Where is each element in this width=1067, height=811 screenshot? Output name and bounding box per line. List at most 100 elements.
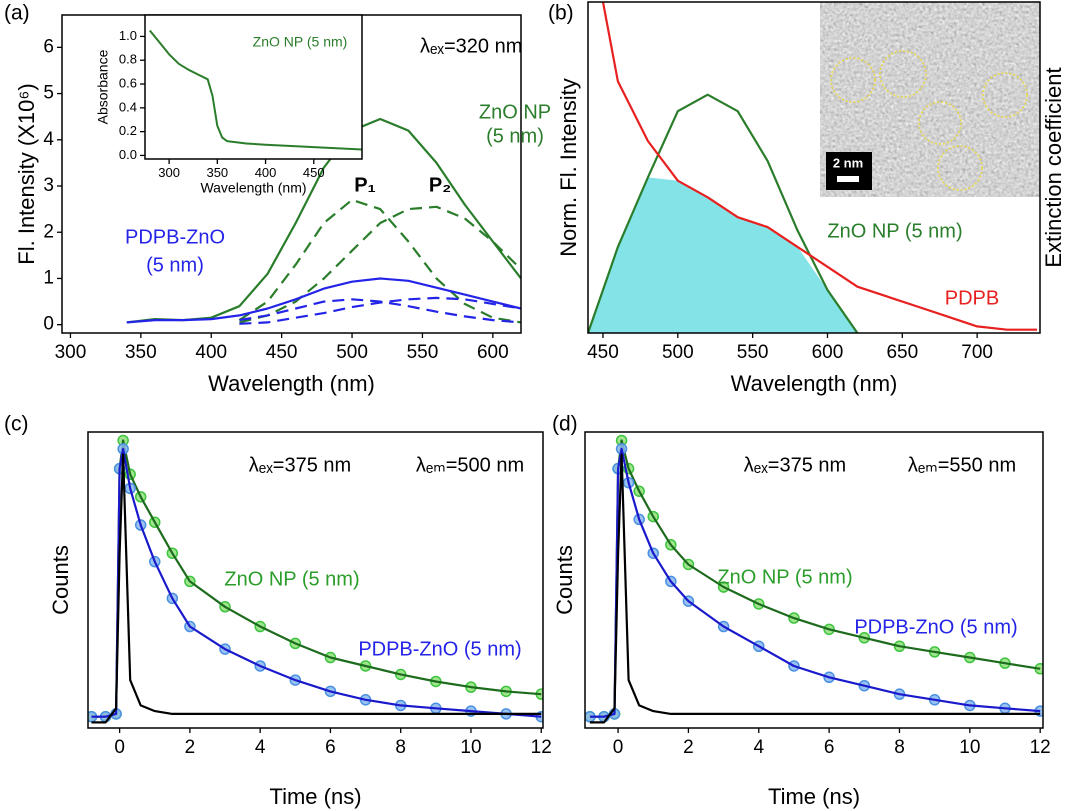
panel: 300 350 400 450 500 550 600 0 1 2 3 4 5 6 Wavelength (… xyxy=(14,14,522,396)
annotation: PDPB-ZnO (5 nm) xyxy=(854,616,1017,638)
x-tick-label: 12 xyxy=(531,737,552,758)
annotation: ZnO NP (5 nm) xyxy=(717,566,852,588)
plot-frame xyxy=(587,1,1041,334)
panel: 0 2 4 6 8 10 12 Time (ns) Counts xyxy=(48,431,552,809)
series-line xyxy=(588,93,859,333)
annotation: λₑₘ=550 nm xyxy=(908,454,1016,476)
y-tick-label: 1 xyxy=(43,267,54,288)
x-tick-label: 350 xyxy=(125,342,157,363)
y-tick-label: 0.8 xyxy=(119,52,137,67)
annotation: ZnO NP (5 nm) xyxy=(827,220,962,242)
annotation: ZnO NP (5 nm) xyxy=(253,34,348,50)
y-axis-label: Fl. Intensity (X10⁶) xyxy=(14,83,39,264)
annotation: ZnO NP (5 nm) xyxy=(224,568,359,590)
x-tick-label: 500 xyxy=(662,342,694,363)
annotation: PDPB-ZnO xyxy=(125,226,225,248)
x-tick-label: 0 xyxy=(114,737,125,758)
y-tick-label: 2 xyxy=(43,221,54,242)
series-line xyxy=(601,2,1037,331)
series-line xyxy=(589,447,1041,718)
x-tick-label: 650 xyxy=(886,342,918,363)
plot-area xyxy=(588,2,1037,333)
x-tick-label: 8 xyxy=(894,737,905,758)
annotation: P₂ xyxy=(429,174,451,196)
x-tick-label: 450 xyxy=(303,165,325,180)
y-tick-label: 0.6 xyxy=(119,75,137,90)
annotation: (5 nm) xyxy=(486,125,544,147)
plot-area xyxy=(126,117,521,325)
y-tick-label: 4 xyxy=(43,129,54,150)
x-tick-label: 10 xyxy=(959,737,980,758)
x-tick-label: 400 xyxy=(195,342,227,363)
x-axis-label: Wavelength (nm) xyxy=(208,371,375,396)
x-tick-label: 400 xyxy=(255,165,277,180)
panel-label: (d) xyxy=(552,413,578,436)
y-tick-label: 0 xyxy=(43,314,54,335)
x-tick-label: 500 xyxy=(336,342,368,363)
particle-outline xyxy=(918,101,962,145)
x-tick-label: 6 xyxy=(325,737,336,758)
particle-outline xyxy=(982,72,1028,118)
series-line xyxy=(126,277,521,324)
y-tick-label: 0.0 xyxy=(119,147,137,162)
x-tick-label: 450 xyxy=(266,342,298,363)
y-tick-label: 0.2 xyxy=(119,123,137,138)
scale-bar-box xyxy=(826,152,872,190)
x-tick-label: 6 xyxy=(824,737,835,758)
series-line xyxy=(91,447,542,718)
x-tick-label: 4 xyxy=(753,737,764,758)
x-tick-label: 450 xyxy=(587,342,619,363)
annotation: λₑₓ=375 nm xyxy=(744,454,846,476)
series-line xyxy=(238,198,521,324)
plot-area xyxy=(585,434,1043,724)
x-axis-label: Wavelength (nm) xyxy=(731,371,898,396)
y-tick-label: 6 xyxy=(43,36,54,57)
panel-label: (c) xyxy=(4,413,29,436)
x-tick-label: 0 xyxy=(613,737,624,758)
annotation: λₑₓ=320 nm xyxy=(420,35,522,57)
plot-frame xyxy=(87,431,544,729)
scale-bar xyxy=(837,176,859,182)
particle-outlines xyxy=(830,50,1028,191)
plot-frame xyxy=(584,431,1044,729)
x-tick-label: 4 xyxy=(255,737,266,758)
annotation: PDPB-ZnO (5 nm) xyxy=(358,638,521,660)
annotation: 2 nm xyxy=(833,155,863,170)
x-tick-label: 600 xyxy=(477,342,509,363)
y2-axis-label: Extinction coefficient xyxy=(1041,67,1066,267)
x-tick-label: 600 xyxy=(812,342,844,363)
x-axis-label: Time (ns) xyxy=(269,784,361,809)
x-axis-label: Wavelength (nm) xyxy=(200,180,306,196)
x-tick-label: 300 xyxy=(55,342,87,363)
x-tick-label: 2 xyxy=(185,737,196,758)
x-tick-label: 700 xyxy=(961,342,993,363)
annotation: P₁ xyxy=(354,174,376,196)
panel: 300 350 400 450 0.0 0.2 0.4 0.6 0.8 1.0 Wavelength… xyxy=(95,14,363,196)
particle-outline xyxy=(937,145,983,191)
inset-background xyxy=(145,15,362,159)
series-line xyxy=(589,453,1041,724)
x-tick-label: 2 xyxy=(683,737,694,758)
series-line xyxy=(239,205,521,324)
x-tick-label: 350 xyxy=(206,165,228,180)
series-line xyxy=(91,453,542,724)
x-tick-label: 550 xyxy=(407,342,439,363)
plot-frame xyxy=(144,14,363,160)
x-tick-label: 550 xyxy=(737,342,769,363)
annotation: ZnO NP xyxy=(479,101,551,123)
y-tick-label: 0.4 xyxy=(119,99,137,114)
panel: 450 500 550 600 650 700 Wavelength (nm) Norm. F… xyxy=(556,1,1066,396)
panel: 0 2 4 6 8 10 12 Time (ns) Counts xyxy=(552,431,1051,809)
y-tick-label: 5 xyxy=(43,83,54,104)
x-tick-label: 300 xyxy=(158,165,180,180)
particle-outline xyxy=(879,50,927,98)
x-tick-label: 10 xyxy=(460,737,481,758)
annotation: PDPB xyxy=(945,287,999,309)
series-line xyxy=(239,296,521,325)
y-tick-label: 3 xyxy=(43,175,54,196)
overlap-area xyxy=(588,177,858,333)
particle-outline xyxy=(830,57,876,103)
y-axis-label: Counts xyxy=(552,545,577,615)
plot-area xyxy=(88,434,543,724)
